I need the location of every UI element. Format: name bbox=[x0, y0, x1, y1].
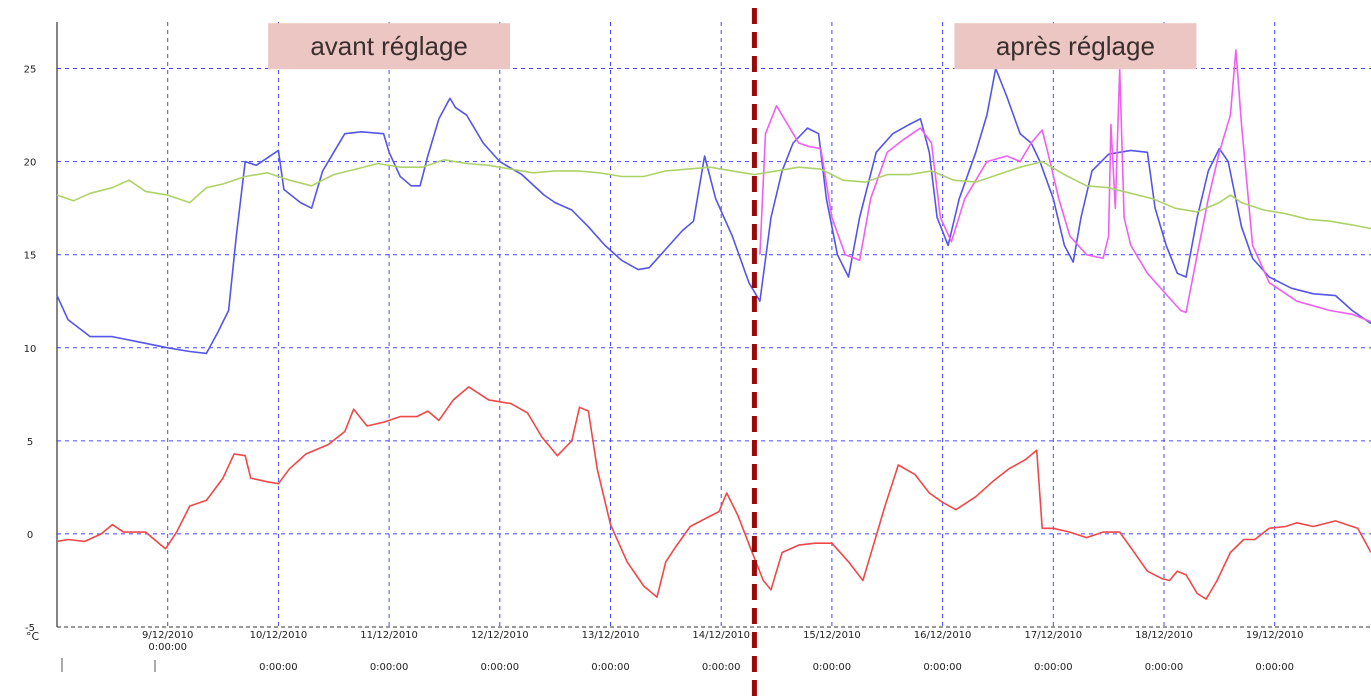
annotation-box bbox=[954, 23, 1197, 70]
y-tick-label: 20 bbox=[24, 158, 37, 169]
x-tick-date-label: 17/12/2010 bbox=[1024, 630, 1082, 641]
y-tick-label: -5 bbox=[25, 623, 35, 634]
x-tick-date-label: 11/12/2010 bbox=[360, 630, 418, 641]
y-tick-label: 15 bbox=[24, 251, 37, 262]
x-tick-date-label: 13/12/2010 bbox=[582, 630, 640, 641]
x-tick-date-label: 19/12/2010 bbox=[1246, 630, 1304, 641]
grid bbox=[57, 22, 1371, 627]
series-lines bbox=[56, 49, 1371, 600]
y-tick-labels: -5 0 5 10 15 20 25 bbox=[24, 65, 37, 634]
y-tick-label: 0 bbox=[27, 530, 33, 541]
annotation-label: avant réglage bbox=[310, 31, 468, 61]
series-line-red bbox=[56, 386, 1371, 600]
x-tick-time-label: 0:00:00 bbox=[813, 662, 852, 673]
x-tick-time-label: 0:00:00 bbox=[148, 642, 187, 653]
annotation-label: après réglage bbox=[996, 31, 1155, 61]
series-line-blue bbox=[56, 67, 1371, 355]
x-tick-time-label: 0:00:00 bbox=[923, 662, 962, 673]
x-tick-time-label: 0:00:00 bbox=[1034, 662, 1073, 673]
x-tick-time-label: 0:00:00 bbox=[481, 662, 520, 673]
x-tick-time-label: 0:00:00 bbox=[259, 662, 298, 673]
annotations: avant réglage après réglage bbox=[268, 23, 1197, 70]
x-tick-time-label: 0:00:00 bbox=[1255, 662, 1294, 673]
x-tick-date-label: 12/12/2010 bbox=[471, 630, 529, 641]
x-tick-date-label: 15/12/2010 bbox=[803, 630, 861, 641]
y-tick-label: 10 bbox=[24, 344, 37, 355]
annotation-box bbox=[268, 23, 511, 70]
x-tick-date-label: 14/12/2010 bbox=[692, 630, 750, 641]
x-tick-time-label: 0:00:00 bbox=[702, 662, 741, 673]
x-tick-date-label: 16/12/2010 bbox=[914, 630, 972, 641]
y-axis-unit-label: °C bbox=[26, 630, 40, 643]
axes: °C bbox=[26, 22, 1371, 672]
series-line-magenta bbox=[759, 49, 1371, 323]
x-tick-labels: 9/12/20100:00:0010/12/20100:00:0011/12/2… bbox=[142, 630, 1303, 673]
x-tick-date-label: 18/12/2010 bbox=[1135, 630, 1193, 641]
x-tick-date-label: 9/12/2010 bbox=[142, 630, 193, 641]
y-tick-label: 25 bbox=[24, 65, 37, 76]
x-tick-time-label: 0:00:00 bbox=[1145, 662, 1184, 673]
x-tick-time-label: 0:00:00 bbox=[370, 662, 409, 673]
series-line-green bbox=[56, 159, 1371, 230]
x-tick-date-label: 10/12/2010 bbox=[250, 630, 308, 641]
x-tick-time-label: 0:00:00 bbox=[591, 662, 630, 673]
y-tick-label: 5 bbox=[27, 437, 33, 448]
